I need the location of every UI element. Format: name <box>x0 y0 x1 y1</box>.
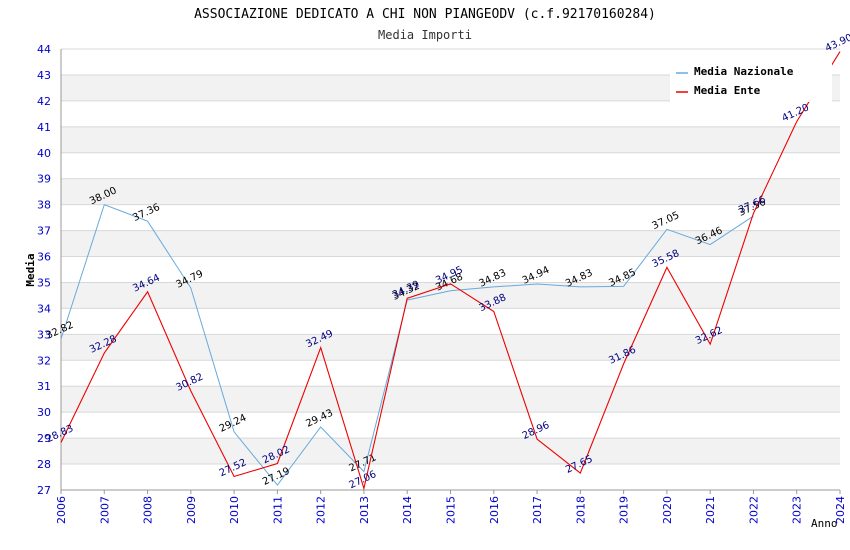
x-tick-label: 2013 <box>358 496 371 524</box>
grid-band <box>61 438 840 465</box>
y-tick-label: 29 <box>37 432 51 445</box>
data-label-ente: 41.20 <box>780 102 811 124</box>
axes <box>60 49 840 491</box>
x-tick-label: 2011 <box>271 496 284 524</box>
x-tick-label: 2017 <box>531 496 544 524</box>
grid-band <box>61 126 840 153</box>
x-tick-label: 2007 <box>98 496 111 524</box>
x-axis-title: Anno <box>811 517 838 530</box>
y-axis-ticks: 27 28 29 30 31 32 33 34 35 36 37 38 39 40 41 42 43 44 <box>37 43 51 497</box>
y-tick-label: 36 <box>37 251 51 264</box>
y-tick-label: 31 <box>37 380 51 393</box>
x-tick-label: 2018 <box>574 496 587 524</box>
x-tick-label: 2023 <box>791 496 804 524</box>
x-tick-label: 2022 <box>747 496 760 524</box>
y-tick-label: 37 <box>37 225 51 238</box>
x-tick-label: 2010 <box>228 496 241 524</box>
data-label-nazionale: 37.05 <box>651 210 682 232</box>
y-tick-label: 38 <box>37 199 51 212</box>
legend-background <box>670 60 832 102</box>
legend-label-nazionale: Media Nazionale <box>694 65 794 78</box>
x-tick-label: 2009 <box>185 496 198 524</box>
chart-title: ASSOCIAZIONE DEDICATO A CHI NON PIANGEOD… <box>194 7 656 22</box>
chart-subtitle: Media Importi <box>378 28 472 42</box>
y-tick-label: 39 <box>37 173 51 186</box>
legend-label-ente: Media Ente <box>694 84 761 97</box>
x-tick-label: 2008 <box>142 496 155 524</box>
y-tick-label: 27 <box>37 484 51 497</box>
y-tick-label: 35 <box>37 276 51 289</box>
series-line-ente <box>60 51 841 491</box>
y-tick-label: 40 <box>37 147 51 160</box>
grid-band <box>61 230 840 257</box>
x-tick-label: 2012 <box>315 496 328 524</box>
x-tick-label: 2019 <box>618 496 631 524</box>
data-label-nazionale: 29.24 <box>218 413 249 435</box>
y-tick-label: 30 <box>37 406 51 419</box>
grid-bands <box>61 74 840 465</box>
y-tick-label: 41 <box>37 121 51 134</box>
x-tick-label: 2014 <box>401 496 414 524</box>
x-tick-label: 2006 <box>55 496 68 524</box>
x-tick-label: 2021 <box>704 496 717 524</box>
y-tick-label: 28 <box>37 458 51 471</box>
x-tick-label: 2016 <box>488 496 501 524</box>
x-tick-label: 2020 <box>661 496 674 524</box>
x-axis-ticks: 2006 2007 2008 2009 2010 2011 2012 2013 2014 2015… <box>55 490 847 524</box>
data-label-ente: 43.90 <box>824 32 850 54</box>
y-tick-label: 44 <box>37 43 51 56</box>
grid-band <box>61 334 840 361</box>
y-axis-title: Media <box>24 253 37 286</box>
x-tick-label: 2024 <box>834 496 847 524</box>
x-tick-label: 2015 <box>445 496 458 524</box>
y-tick-label: 32 <box>37 354 51 367</box>
y-tick-label: 33 <box>37 328 51 341</box>
grid-band <box>61 178 840 205</box>
y-tick-label: 43 <box>37 69 51 82</box>
y-tick-label: 42 <box>37 95 51 108</box>
grid-band <box>61 282 840 309</box>
legend: Media Nazionale Media Ente <box>670 60 832 102</box>
y-tick-label: 34 <box>37 302 51 315</box>
